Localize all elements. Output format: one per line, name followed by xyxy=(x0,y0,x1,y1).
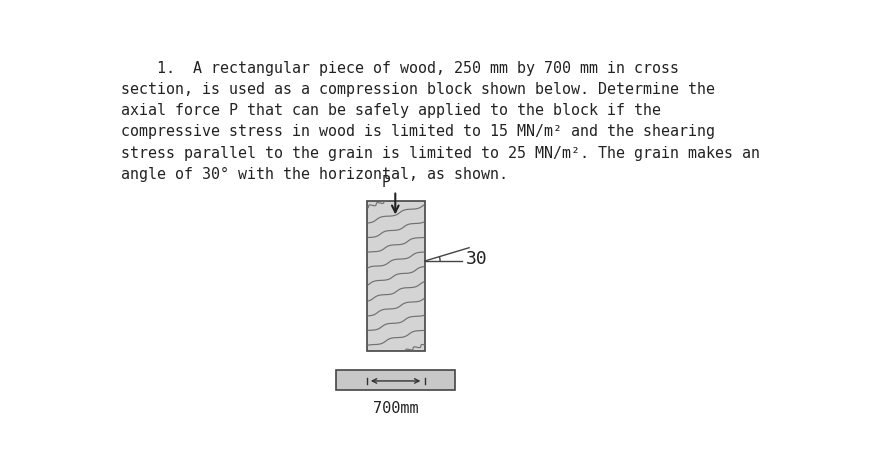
Text: P: P xyxy=(382,175,391,190)
Bar xyxy=(336,370,455,390)
Bar xyxy=(367,201,425,351)
Text: 1.  A rectangular piece of wood, 250 mm by 700 mm in cross
section, is used as a: 1. A rectangular piece of wood, 250 mm b… xyxy=(121,61,759,182)
Text: 700mm: 700mm xyxy=(373,401,418,415)
Text: 30: 30 xyxy=(466,250,488,268)
